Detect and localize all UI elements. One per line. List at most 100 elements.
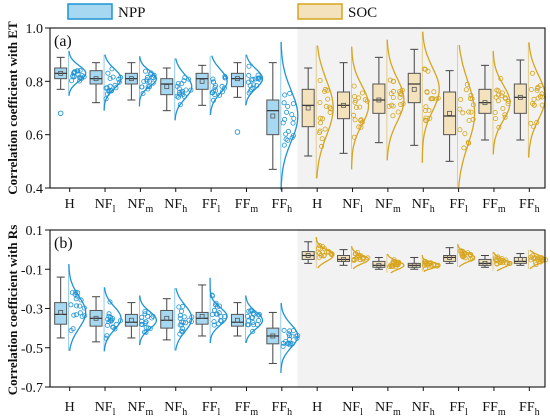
data-point (470, 116, 476, 122)
data-point (534, 87, 540, 93)
data-point (246, 63, 252, 69)
x-tick-label: FFm (482, 400, 506, 418)
data-point (502, 114, 508, 120)
data-point (322, 89, 328, 95)
data-point (282, 92, 288, 98)
x-tick-label: FFm (235, 400, 259, 418)
data-point (179, 90, 185, 96)
density-curve (174, 58, 193, 121)
data-point (282, 116, 288, 122)
data-point (177, 102, 183, 108)
data-point (112, 326, 118, 332)
data-point (285, 104, 291, 110)
data-point (502, 112, 508, 118)
box-iqr (372, 83, 386, 114)
data-point (77, 74, 83, 80)
data-point (251, 322, 257, 328)
box-iqr (160, 309, 174, 329)
legend-label-soc: SOC (348, 5, 377, 21)
data-point (68, 302, 74, 308)
box-iqr (443, 255, 457, 262)
data-point (351, 134, 357, 140)
x-tick-label: FFl (449, 400, 468, 418)
data-point (281, 100, 287, 106)
data-point (144, 74, 150, 80)
y-tick-label: 0.8 (26, 75, 44, 90)
data-point (210, 90, 216, 96)
data-point (495, 98, 501, 104)
x-tick-label: NFl (95, 400, 116, 418)
box-mean-marker (128, 76, 134, 82)
data-point (212, 85, 218, 91)
data-point (317, 100, 323, 106)
data-point (104, 333, 110, 339)
x-tick-label: FFh (272, 400, 293, 418)
data-point (78, 297, 84, 303)
data-point (175, 94, 181, 100)
x-tick-label: NFh (412, 400, 435, 418)
box-mean-marker (447, 255, 453, 260)
data-point (505, 101, 511, 107)
data-point (290, 120, 296, 126)
x-tick-label: FFh (519, 197, 540, 215)
data-point (464, 81, 470, 87)
data-point (140, 91, 146, 97)
x-tick-label: H (312, 400, 322, 415)
data-point (365, 255, 371, 261)
panel-a-frame: H NFl NFm NFh FFl FFm FFh H NFl NFm NFh FFl FFm FFh (49, 27, 546, 215)
x-tick-label: FFm (235, 197, 259, 215)
x-tick-label: NFl (342, 400, 363, 418)
data-point (458, 97, 464, 103)
data-point (291, 116, 297, 122)
data-point (506, 260, 512, 266)
data-point (503, 96, 509, 102)
density-curve (421, 255, 440, 273)
x-tick-label: NFh (164, 197, 187, 215)
data-point (189, 314, 195, 320)
data-point (492, 255, 498, 261)
data-point (357, 104, 363, 110)
box-mean-marker (235, 76, 240, 82)
data-point (531, 124, 537, 130)
data-point (320, 244, 326, 250)
box-iqr (372, 260, 386, 268)
data-point (174, 83, 180, 89)
data-point (113, 85, 119, 91)
data-point (106, 319, 112, 325)
data-point (250, 85, 256, 91)
x-tick-label: H (65, 197, 75, 212)
data-point (179, 308, 185, 314)
data-point (177, 89, 183, 95)
density-curve (68, 264, 87, 352)
box-mean-marker (482, 100, 488, 106)
data-point (499, 93, 505, 99)
box-mean-marker (58, 310, 64, 315)
data-point (149, 74, 155, 80)
box-mean-marker (447, 110, 453, 116)
box-mean-marker (305, 105, 311, 111)
data-point (360, 254, 366, 260)
data-point (142, 68, 148, 74)
x-tick-label: FFh (519, 400, 540, 418)
data-point (209, 312, 215, 318)
data-point (81, 305, 87, 311)
data-point (141, 79, 147, 85)
data-point (104, 85, 110, 91)
data-point (77, 75, 83, 81)
data-point (69, 290, 75, 296)
x-tick-label: NFl (95, 197, 116, 215)
data-point (256, 75, 262, 81)
data-point (70, 326, 76, 332)
data-point (71, 312, 77, 318)
data-point (75, 290, 81, 296)
data-point (397, 95, 403, 101)
data-point (494, 260, 500, 266)
data-point (285, 128, 291, 134)
data-point (390, 95, 396, 101)
x-tick-label: FFh (272, 197, 293, 215)
data-point (426, 262, 432, 268)
data-point (256, 311, 262, 317)
legend-label-npp: NPP (118, 5, 146, 21)
data-point (147, 326, 153, 332)
